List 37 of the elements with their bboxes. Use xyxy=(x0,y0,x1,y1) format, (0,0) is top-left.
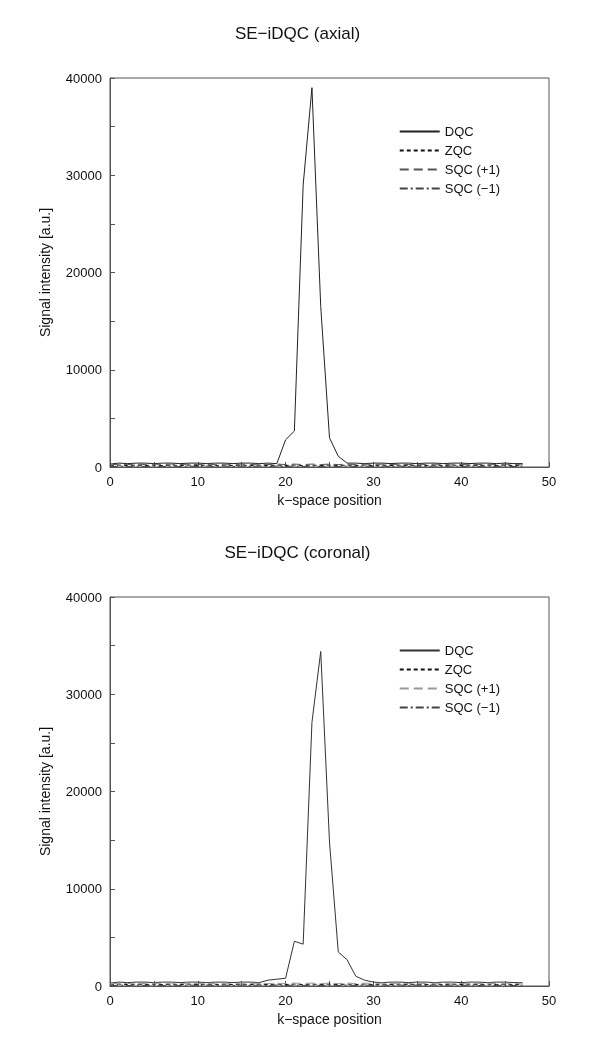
x-tick-label: 30 xyxy=(366,993,381,1008)
chart-title: SE−iDQC (axial) xyxy=(234,24,361,43)
y-tick-label: 20000 xyxy=(65,265,102,280)
chart-title: SE−iDQC (coronal) xyxy=(224,543,371,562)
legend-label: ZQC xyxy=(444,662,473,677)
y-axis-title: Signal intensity [a.u.] xyxy=(37,726,53,857)
x-tick-label: 10 xyxy=(190,474,206,489)
x-tick-label: 50 xyxy=(541,993,557,1008)
x-tick-label: 20 xyxy=(278,474,293,489)
legend-label: SQC (+1) xyxy=(444,162,500,177)
y-axis-title: Signal intensity [a.u.] xyxy=(37,207,53,338)
legend-label: SQC (−1) xyxy=(444,181,500,196)
x-tick-label: 20 xyxy=(278,993,293,1008)
x-tick-label: 50 xyxy=(541,474,557,489)
y-tick-label: 20000 xyxy=(65,784,102,799)
x-tick-label: 0 xyxy=(106,474,114,489)
x-tick-label: 40 xyxy=(453,474,469,489)
x-tick-label: 10 xyxy=(190,993,206,1008)
legend-label: SQC (−1) xyxy=(444,700,500,715)
y-tick-label: 40000 xyxy=(65,589,102,605)
legend-label: DQC xyxy=(444,124,474,139)
y-tick-label: 10000 xyxy=(65,362,102,378)
y-tick-label: 0 xyxy=(94,459,102,475)
legend-label: DQC xyxy=(444,643,474,658)
line-series xyxy=(109,87,524,465)
x-tick-label: 40 xyxy=(453,993,469,1008)
y-tick-label: 30000 xyxy=(65,167,102,183)
y-tick-label: 40000 xyxy=(65,70,102,86)
y-tick-label: 0 xyxy=(94,978,102,994)
x-axis-title: k−space position xyxy=(277,1010,382,1027)
x-axis-title: k−space position xyxy=(277,491,382,508)
x-tick-label: 0 xyxy=(106,993,114,1008)
legend-label: SQC (+1) xyxy=(444,681,500,696)
y-tick-label: 10000 xyxy=(65,881,102,897)
legend-label: ZQC xyxy=(444,143,473,158)
x-tick-label: 30 xyxy=(366,474,381,489)
y-tick-label: 30000 xyxy=(65,686,102,702)
